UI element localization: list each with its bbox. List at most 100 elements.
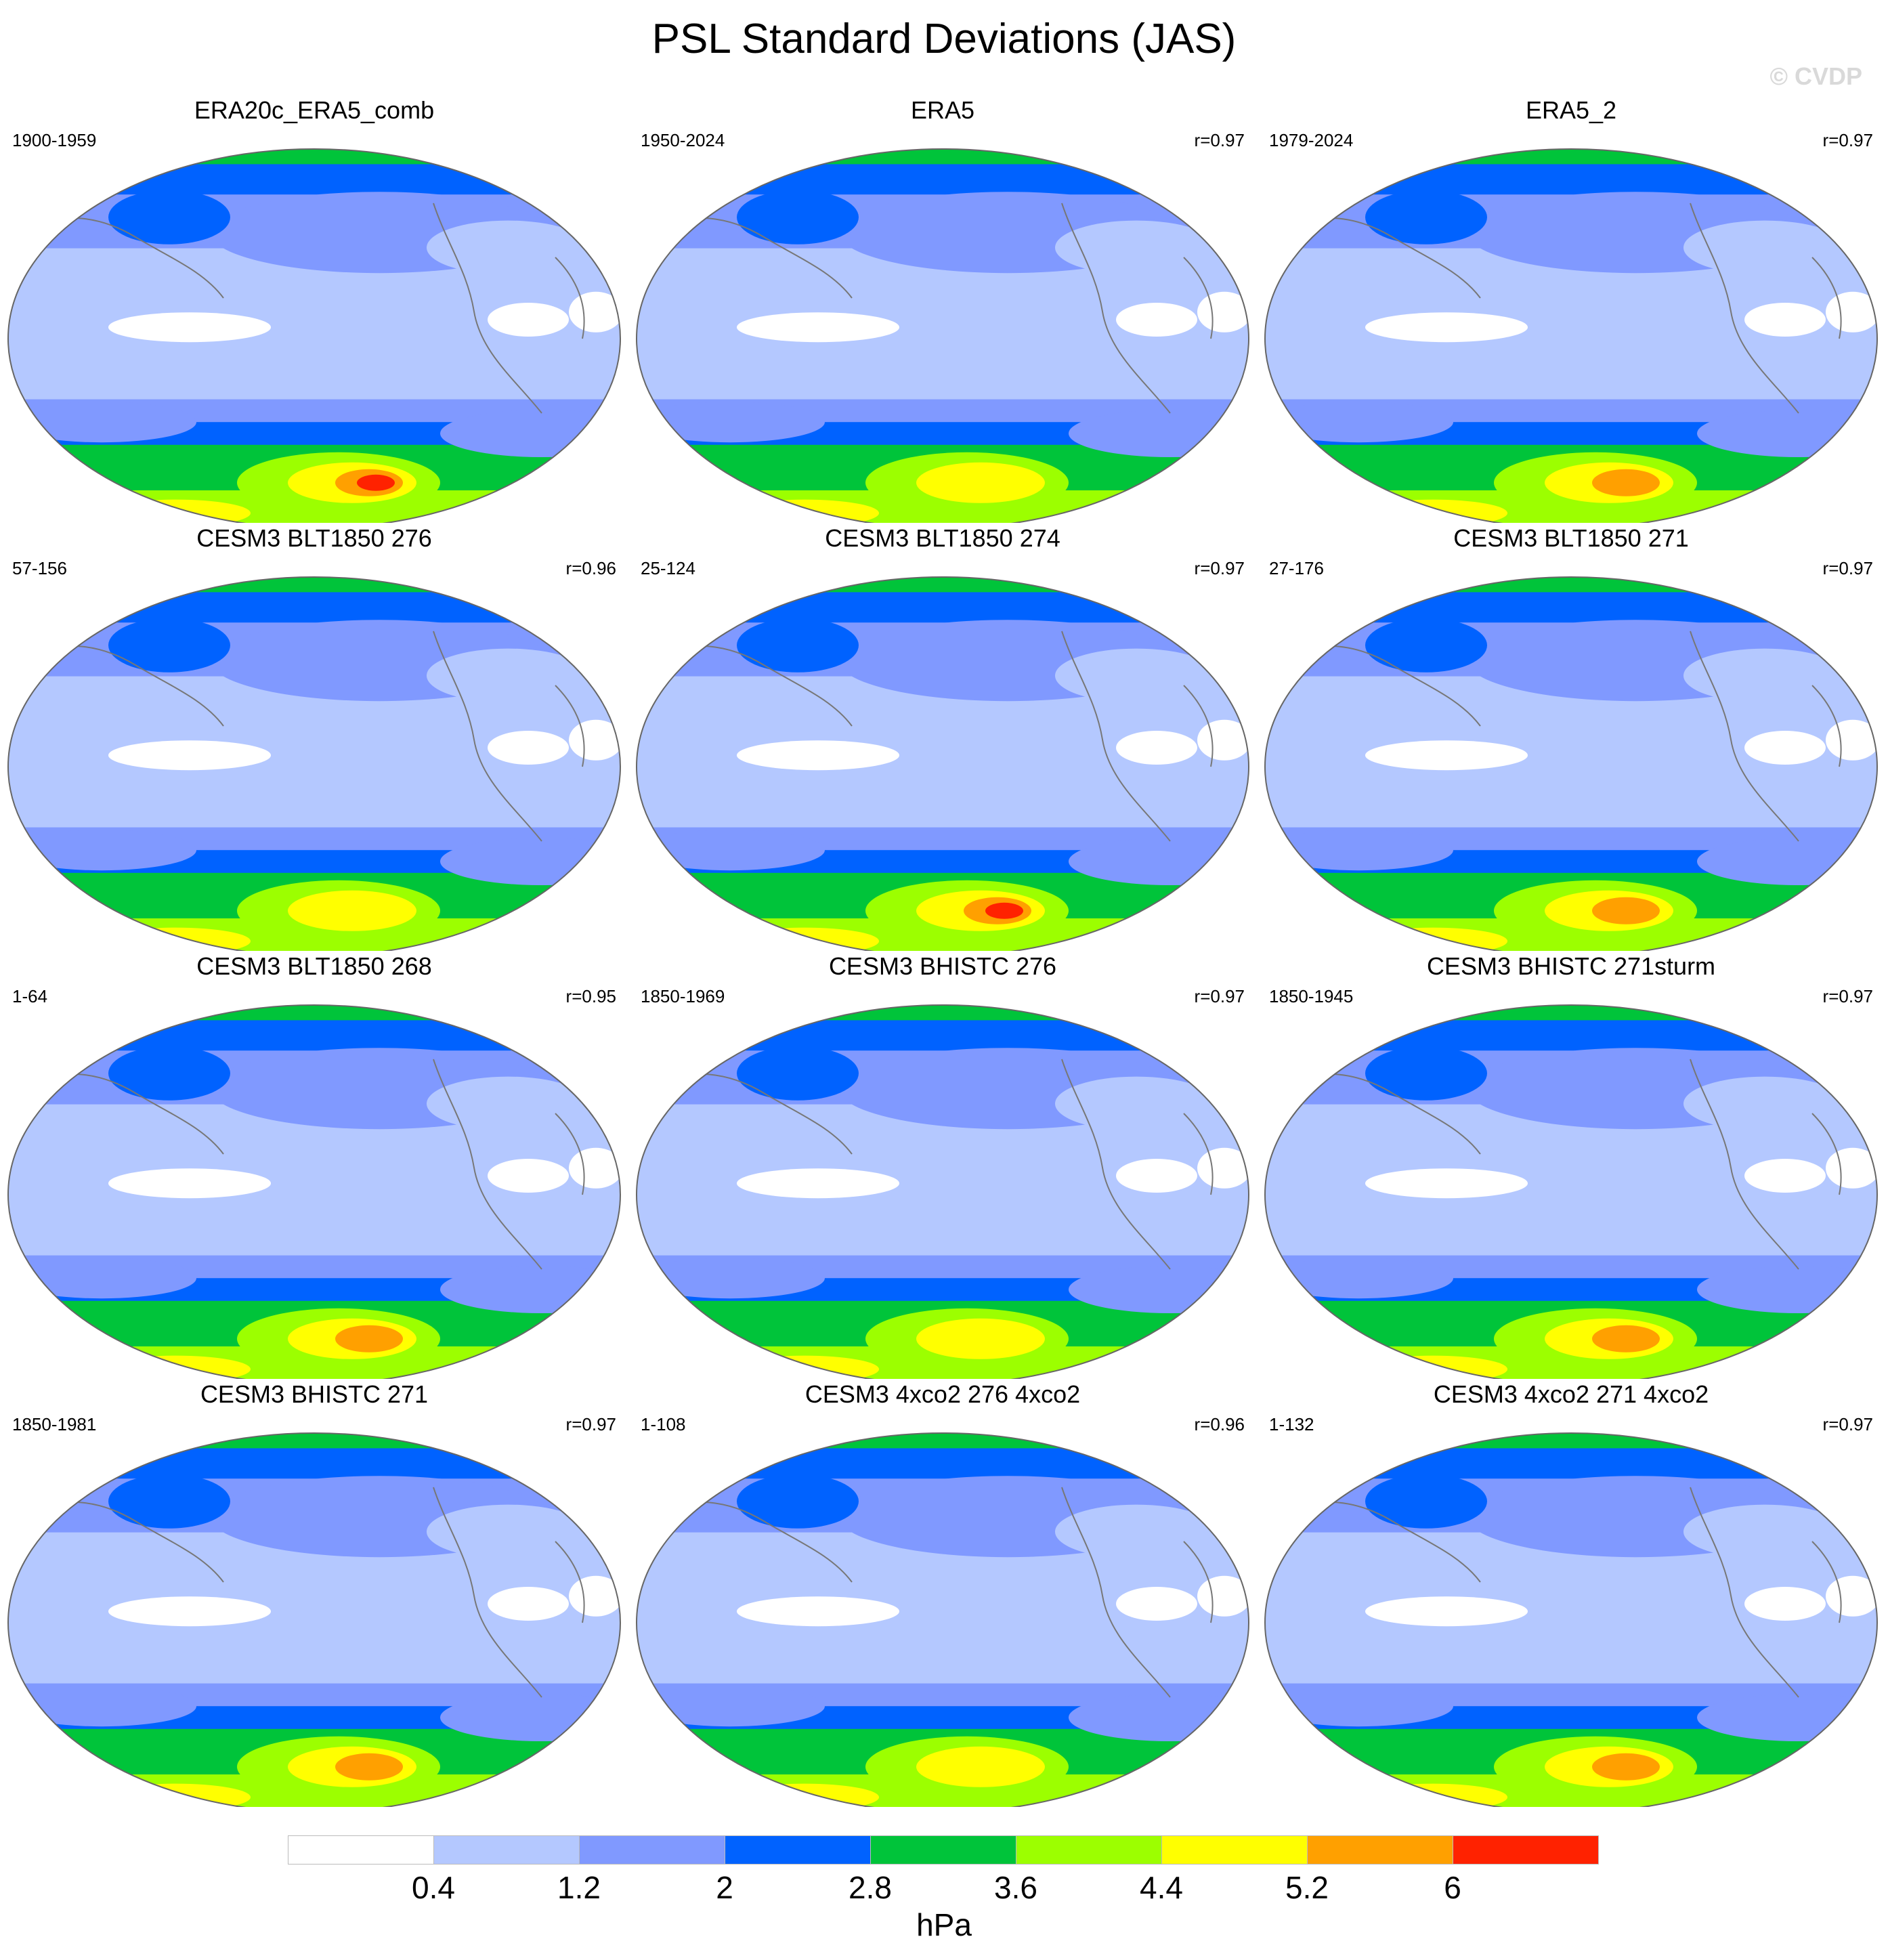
contour-blob bbox=[1365, 1474, 1487, 1529]
contour-blob bbox=[8, 402, 196, 443]
panel-pattern-correlation: r=0.97 bbox=[1822, 558, 1873, 578]
contour-blob bbox=[1265, 402, 1453, 443]
map-panel: ERA20c_ERA5_comb 1900-1959 bbox=[0, 95, 628, 542]
panel-title: ERA5 bbox=[910, 96, 975, 124]
contour-blob bbox=[985, 902, 1023, 919]
contour-blob bbox=[1197, 719, 1249, 761]
colorbar-tick-label: 6 bbox=[1444, 1870, 1461, 1905]
map-outline bbox=[1264, 1004, 1878, 1379]
panel-period: 1950-2024 bbox=[641, 130, 725, 150]
contour-blob bbox=[488, 303, 569, 337]
figure-title: PSL Standard Deviations (JAS) bbox=[651, 16, 1237, 62]
contour-blob bbox=[427, 220, 589, 275]
contour-blob bbox=[1683, 648, 1846, 703]
panel-title: ERA20c_ERA5_comb bbox=[194, 96, 435, 124]
contour-blob bbox=[1826, 291, 1877, 333]
contour-blob bbox=[637, 1258, 825, 1299]
robinson-map bbox=[1264, 576, 1878, 951]
contour-blob bbox=[1592, 1753, 1660, 1781]
colorbar-tick-label: 2 bbox=[716, 1870, 733, 1905]
contour-blob bbox=[637, 402, 825, 443]
contour-blob bbox=[1683, 220, 1846, 275]
contour-blob bbox=[1826, 719, 1877, 761]
contour-blob bbox=[1055, 648, 1218, 703]
contour-blob bbox=[288, 890, 416, 931]
panel-title: CESM3 BHISTC 276 bbox=[828, 952, 1057, 980]
colorbar-segment bbox=[1453, 1835, 1599, 1865]
contour-blob bbox=[916, 1746, 1045, 1787]
contour-blob bbox=[737, 740, 899, 771]
contour-blob bbox=[108, 1596, 271, 1627]
panel-title: ERA5_2 bbox=[1525, 96, 1617, 124]
contour-blob bbox=[1265, 1258, 1453, 1299]
panel-period: 25-124 bbox=[641, 558, 695, 578]
contour-blob bbox=[108, 190, 230, 244]
map-panel: ERA5 1950-2024 r=0.97 bbox=[628, 95, 1257, 542]
contour-blob bbox=[488, 1587, 569, 1621]
panel-title: CESM3 BHISTC 271 bbox=[200, 1380, 429, 1408]
contour-blob bbox=[335, 1753, 403, 1781]
contour-blob bbox=[916, 462, 1045, 503]
contour-blob bbox=[1365, 740, 1528, 771]
panel-pattern-correlation: r=0.95 bbox=[565, 986, 616, 1006]
colorbar-segment bbox=[1307, 1835, 1453, 1865]
robinson-map bbox=[7, 1004, 621, 1379]
contour-blob bbox=[427, 1504, 589, 1559]
map-panel: CESM3 BLT1850 276 57-156 r=0.96 bbox=[0, 523, 628, 970]
contour-blob bbox=[569, 719, 620, 761]
colorbar-segment bbox=[288, 1835, 434, 1865]
panel-period: 1-64 bbox=[12, 986, 48, 1006]
map-panel: CESM3 4xco2 271 4xco2 1-132 r=0.97 bbox=[1257, 1379, 1885, 1826]
panel-period: 1900-1959 bbox=[12, 130, 97, 150]
colorbar-tick-label: 5.2 bbox=[1285, 1870, 1329, 1905]
panel-title: CESM3 4xco2 271 4xco2 bbox=[1433, 1380, 1709, 1408]
map-panel: CESM3 BLT1850 268 1-64 r=0.95 bbox=[0, 951, 628, 1398]
colorbar-tick-label: 4.4 bbox=[1140, 1870, 1183, 1905]
colorbar-segment bbox=[579, 1835, 725, 1865]
contour-blob bbox=[637, 1686, 825, 1727]
map-panel: CESM3 BHISTC 271sturm 1850-1945 r=0.97 bbox=[1257, 951, 1885, 1398]
contour-blob bbox=[737, 1046, 859, 1101]
panel-title: CESM3 4xco2 276 4xco2 bbox=[804, 1380, 1081, 1408]
map-panel: CESM3 4xco2 276 4xco2 1-108 r=0.96 bbox=[628, 1379, 1257, 1826]
colorbar-segment bbox=[725, 1835, 871, 1865]
colorbar-segment bbox=[433, 1835, 580, 1865]
robinson-map bbox=[1264, 1004, 1878, 1379]
cvdp-watermark: © CVDP bbox=[1769, 62, 1862, 90]
contour-blob bbox=[1592, 897, 1660, 924]
contour-blob bbox=[916, 1318, 1045, 1359]
contour-blob bbox=[1365, 618, 1487, 673]
panel-pattern-correlation: r=0.96 bbox=[1194, 1414, 1245, 1434]
contour-blob bbox=[569, 1147, 620, 1189]
map-outline bbox=[636, 1432, 1249, 1807]
panel-pattern-correlation: r=0.97 bbox=[1194, 130, 1245, 150]
panel-pattern-correlation: r=0.96 bbox=[565, 558, 616, 578]
panel-period: 1979-2024 bbox=[1269, 130, 1354, 150]
panel-title: CESM3 BLT1850 271 bbox=[1453, 524, 1689, 552]
contour-blob bbox=[1744, 731, 1826, 765]
contour-blob bbox=[427, 648, 589, 703]
map-outline bbox=[1264, 148, 1878, 523]
contour-blob bbox=[335, 1325, 403, 1352]
panel-period: 1-108 bbox=[641, 1414, 686, 1434]
panel-pattern-correlation: r=0.97 bbox=[1822, 986, 1873, 1006]
panel-title: CESM3 BHISTC 271sturm bbox=[1426, 952, 1716, 980]
contour-blob bbox=[1365, 1596, 1528, 1627]
robinson-map bbox=[636, 148, 1249, 523]
contour-blob bbox=[488, 731, 569, 765]
contour-blob bbox=[108, 740, 271, 771]
panel-period: 1850-1981 bbox=[12, 1414, 97, 1434]
contour-blob bbox=[108, 618, 230, 673]
contour-blob bbox=[1744, 1587, 1826, 1621]
robinson-map bbox=[636, 1432, 1249, 1807]
contour-blob bbox=[108, 312, 271, 343]
panel-period: 57-156 bbox=[12, 558, 67, 578]
contour-blob bbox=[737, 1168, 899, 1199]
contour-blob bbox=[8, 1258, 196, 1299]
contour-blob bbox=[1744, 303, 1826, 337]
map-panel: ERA5_2 1979-2024 r=0.97 bbox=[1257, 95, 1885, 542]
map-outline bbox=[636, 148, 1249, 523]
colorbar-tick-label: 1.2 bbox=[557, 1870, 601, 1905]
robinson-map bbox=[1264, 1432, 1878, 1807]
contour-blob bbox=[1197, 291, 1249, 333]
